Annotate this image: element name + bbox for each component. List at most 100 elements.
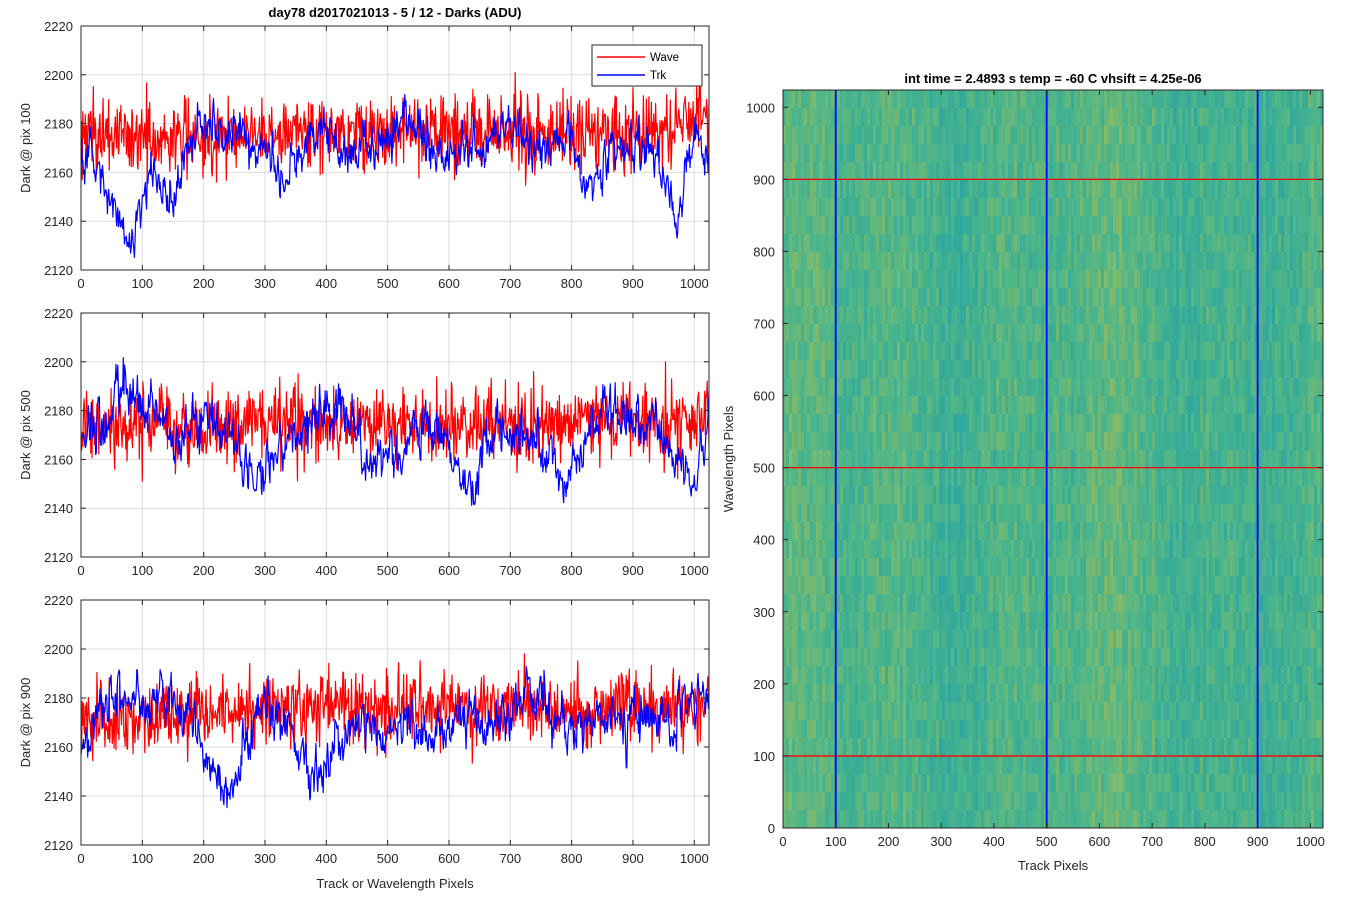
- heatmap-cell: [945, 126, 949, 145]
- heatmap-cell: [957, 234, 961, 253]
- heatmap-cell: [849, 486, 853, 505]
- heatmap-cell: [927, 378, 931, 397]
- heatmap-cell: [1110, 360, 1114, 379]
- heatmap-cell: [1197, 540, 1201, 559]
- heatmap-cell: [837, 324, 841, 343]
- heatmap-cell: [1035, 540, 1039, 559]
- heatmap-cell: [1047, 270, 1051, 289]
- heatmap-cell: [1194, 504, 1198, 523]
- heatmap-cell: [861, 198, 865, 217]
- heatmap-cell: [819, 90, 823, 109]
- heatmap-cell: [1287, 144, 1291, 163]
- heatmap-cell: [1257, 504, 1261, 523]
- heatmap-cell: [1302, 108, 1306, 127]
- heatmap-cell: [1197, 486, 1201, 505]
- heatmap-cell: [855, 396, 859, 415]
- heatmap-cell: [1284, 414, 1288, 433]
- heatmap-cell: [1260, 234, 1264, 253]
- heatmap-cell: [855, 522, 859, 541]
- heatmap-cell: [804, 252, 808, 271]
- heatmap-cell: [867, 558, 871, 577]
- heatmap-cell: [1050, 90, 1054, 109]
- heatmap-cell: [1314, 288, 1318, 307]
- heatmap-cell: [915, 396, 919, 415]
- heatmap-cell: [1095, 486, 1099, 505]
- heatmap-cell: [1047, 288, 1051, 307]
- heatmap-cell: [903, 216, 907, 235]
- heatmap-cell: [1098, 162, 1102, 181]
- heatmap-cell: [795, 180, 799, 199]
- heatmap-cell: [1002, 270, 1006, 289]
- heatmap-cell: [876, 504, 880, 523]
- heatmap-cell: [927, 126, 931, 145]
- heatmap-cell: [1104, 198, 1108, 217]
- heatmap-cell: [1122, 162, 1126, 181]
- heatmap-cell: [1119, 306, 1123, 325]
- heatmap-cell: [1065, 252, 1069, 271]
- heatmap-cell: [876, 252, 880, 271]
- heatmap-cell: [813, 396, 817, 415]
- heatmap-cell: [1299, 324, 1303, 343]
- heatmap-cell: [909, 450, 913, 469]
- heatmap-cell: [1290, 450, 1294, 469]
- heatmap-cell: [1062, 180, 1066, 199]
- heatmap-cell: [819, 378, 823, 397]
- heatmap-cell: [984, 522, 988, 541]
- heatmap-cell: [1233, 180, 1237, 199]
- heatmap-cell: [828, 90, 832, 109]
- heatmap-cell: [855, 270, 859, 289]
- x-tick-label: 800: [561, 276, 583, 291]
- heatmap-cell: [792, 252, 796, 271]
- heatmap-cell: [1074, 540, 1078, 559]
- heatmap-cell: [1185, 162, 1189, 181]
- heatmap-cell: [1134, 414, 1138, 433]
- heatmap-cell: [813, 306, 817, 325]
- heatmap-cell: [1152, 414, 1156, 433]
- heatmap-cell: [1080, 540, 1084, 559]
- heatmap-cell: [1038, 450, 1042, 469]
- heatmap-cell: [1152, 396, 1156, 415]
- heatmap-cell: [1251, 342, 1255, 361]
- heatmap-cell: [1299, 180, 1303, 199]
- heatmap-cell: [858, 342, 862, 361]
- heatmap-cell: [1221, 180, 1225, 199]
- heatmap-cell: [1221, 90, 1225, 109]
- heatmap-cell: [822, 432, 826, 451]
- heatmap-cell: [1260, 450, 1264, 469]
- heatmap-cell: [867, 450, 871, 469]
- heatmap-cell: [1140, 180, 1144, 199]
- heatmap-cell: [1002, 288, 1006, 307]
- heatmap-cell: [1254, 540, 1258, 559]
- heatmap-cell: [819, 360, 823, 379]
- heatmap-cell: [813, 198, 817, 217]
- heatmap-cell: [822, 216, 826, 235]
- heatmap-cell: [894, 486, 898, 505]
- heatmap-cell: [1125, 360, 1129, 379]
- heatmap-cell: [1107, 522, 1111, 541]
- heatmap-cell: [1107, 288, 1111, 307]
- heatmap-cell: [1218, 522, 1222, 541]
- heatmap-cell: [810, 216, 814, 235]
- heatmap-cell: [996, 288, 1000, 307]
- heatmap-cell: [1122, 432, 1126, 451]
- heatmap-cell: [882, 126, 886, 145]
- heatmap-cell: [1236, 252, 1240, 271]
- heatmap-cell: [852, 378, 856, 397]
- heatmap-cell: [1044, 108, 1048, 127]
- heatmap-cell: [1236, 540, 1240, 559]
- heatmap-cell: [951, 162, 955, 181]
- heatmap-cell: [1041, 144, 1045, 163]
- heatmap-cell: [1089, 234, 1093, 253]
- heatmap-cell: [1305, 450, 1309, 469]
- heatmap-cell: [1059, 450, 1063, 469]
- heatmap-cell: [1026, 252, 1030, 271]
- heatmap-cell: [1209, 306, 1213, 325]
- heatmap-cell: [801, 378, 805, 397]
- heatmap-cell: [1146, 180, 1150, 199]
- heatmap-cell: [837, 162, 841, 181]
- heatmap-cell: [1074, 180, 1078, 199]
- heatmap-cell: [1047, 108, 1051, 127]
- heatmap-cell: [1089, 486, 1093, 505]
- heatmap-cell: [1020, 162, 1024, 181]
- heatmap-cell: [1212, 522, 1216, 541]
